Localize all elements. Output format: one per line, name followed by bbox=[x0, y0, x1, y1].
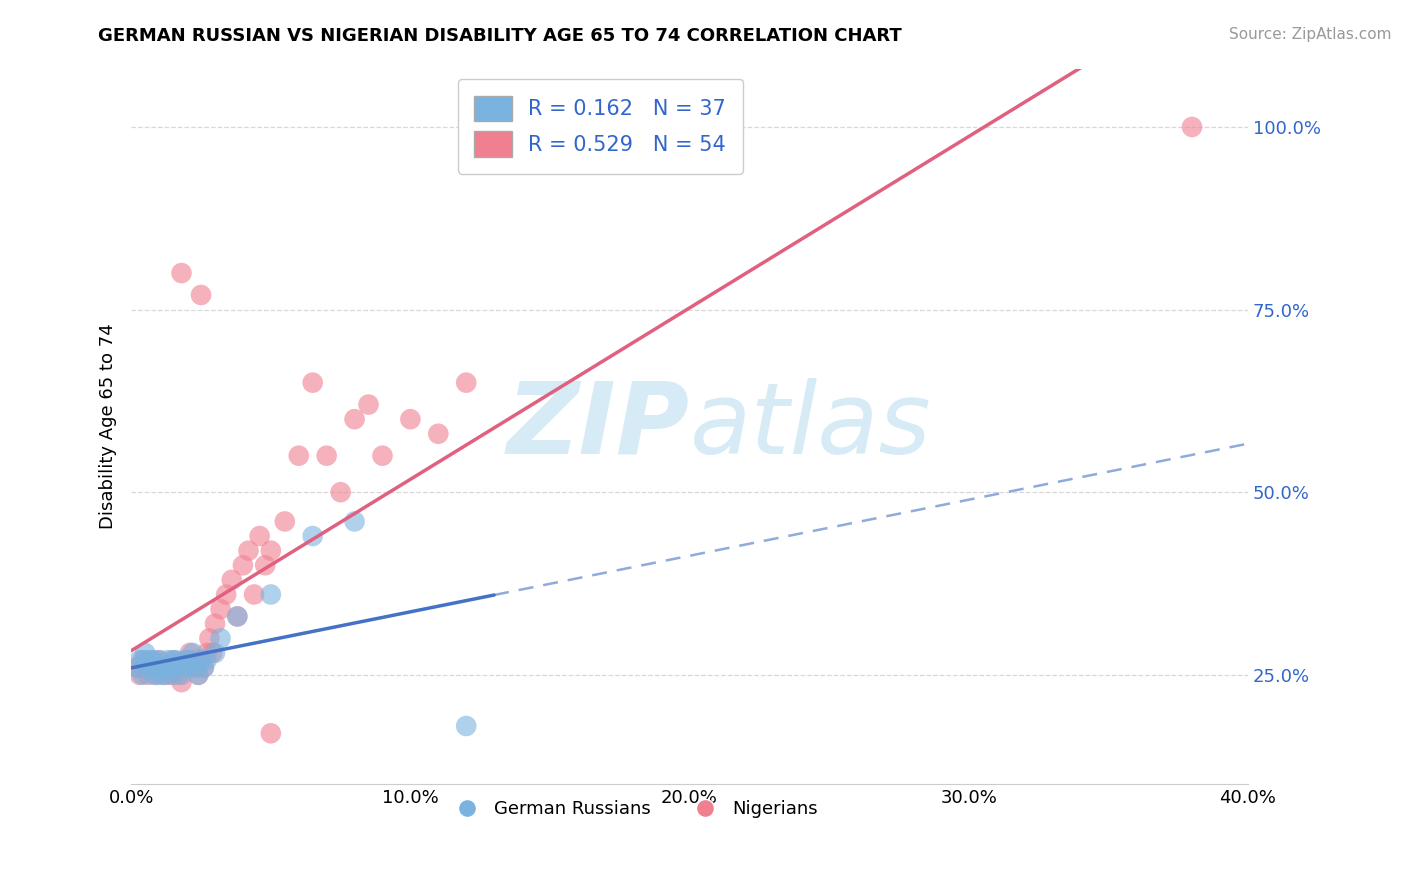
Point bbox=[249, 529, 271, 543]
Point bbox=[134, 646, 156, 660]
Point bbox=[343, 412, 366, 426]
Point bbox=[260, 587, 283, 601]
Point bbox=[134, 653, 156, 667]
Point bbox=[1181, 120, 1204, 134]
Point bbox=[162, 668, 184, 682]
Point bbox=[301, 376, 323, 390]
Text: Source: ZipAtlas.com: Source: ZipAtlas.com bbox=[1229, 27, 1392, 42]
Point bbox=[142, 668, 165, 682]
Point bbox=[184, 660, 207, 674]
Point bbox=[125, 660, 148, 674]
Point bbox=[159, 668, 181, 682]
Text: ZIP: ZIP bbox=[506, 378, 689, 475]
Point bbox=[139, 653, 162, 667]
Point bbox=[357, 398, 380, 412]
Point bbox=[193, 660, 215, 674]
Point bbox=[148, 653, 170, 667]
Point bbox=[209, 632, 232, 646]
Point bbox=[456, 376, 478, 390]
Point bbox=[371, 449, 394, 463]
Point bbox=[181, 653, 204, 667]
Point bbox=[170, 266, 193, 280]
Point bbox=[221, 573, 243, 587]
Point bbox=[131, 668, 153, 682]
Point bbox=[173, 653, 195, 667]
Point bbox=[167, 660, 190, 674]
Point bbox=[159, 660, 181, 674]
Point bbox=[187, 668, 209, 682]
Point bbox=[195, 646, 218, 660]
Point bbox=[195, 653, 218, 667]
Point bbox=[156, 660, 179, 674]
Point bbox=[148, 668, 170, 682]
Point bbox=[190, 288, 212, 302]
Point bbox=[456, 719, 478, 733]
Legend: German Russians, Nigerians: German Russians, Nigerians bbox=[441, 793, 825, 825]
Point bbox=[136, 660, 159, 674]
Point bbox=[329, 485, 352, 500]
Point bbox=[167, 668, 190, 682]
Y-axis label: Disability Age 65 to 74: Disability Age 65 to 74 bbox=[100, 324, 117, 529]
Point bbox=[165, 660, 187, 674]
Point bbox=[145, 660, 167, 674]
Point bbox=[142, 653, 165, 667]
Point bbox=[215, 587, 238, 601]
Point bbox=[184, 660, 207, 674]
Point bbox=[260, 726, 283, 740]
Point bbox=[176, 653, 198, 667]
Point bbox=[198, 632, 221, 646]
Point bbox=[136, 668, 159, 682]
Point bbox=[128, 668, 150, 682]
Point bbox=[170, 675, 193, 690]
Point bbox=[153, 668, 176, 682]
Point bbox=[170, 668, 193, 682]
Point bbox=[243, 587, 266, 601]
Point bbox=[148, 653, 170, 667]
Point bbox=[226, 609, 249, 624]
Point bbox=[343, 515, 366, 529]
Point bbox=[179, 653, 201, 667]
Point bbox=[187, 668, 209, 682]
Point bbox=[179, 646, 201, 660]
Point bbox=[226, 609, 249, 624]
Point bbox=[315, 449, 337, 463]
Point bbox=[153, 668, 176, 682]
Point bbox=[128, 653, 150, 667]
Text: atlas: atlas bbox=[689, 378, 931, 475]
Point bbox=[427, 426, 450, 441]
Point bbox=[162, 653, 184, 667]
Point bbox=[145, 668, 167, 682]
Point bbox=[204, 646, 226, 660]
Point bbox=[156, 653, 179, 667]
Point bbox=[142, 660, 165, 674]
Point bbox=[190, 653, 212, 667]
Point bbox=[139, 653, 162, 667]
Point bbox=[238, 543, 260, 558]
Point bbox=[204, 616, 226, 631]
Point bbox=[209, 602, 232, 616]
Point bbox=[287, 449, 309, 463]
Point bbox=[131, 653, 153, 667]
Point bbox=[125, 660, 148, 674]
Point bbox=[165, 653, 187, 667]
Point bbox=[150, 660, 173, 674]
Point bbox=[260, 543, 283, 558]
Text: GERMAN RUSSIAN VS NIGERIAN DISABILITY AGE 65 TO 74 CORRELATION CHART: GERMAN RUSSIAN VS NIGERIAN DISABILITY AG… bbox=[98, 27, 903, 45]
Point bbox=[232, 558, 254, 573]
Point bbox=[176, 660, 198, 674]
Point bbox=[301, 529, 323, 543]
Point bbox=[173, 660, 195, 674]
Point bbox=[181, 646, 204, 660]
Point bbox=[274, 515, 297, 529]
Point bbox=[201, 646, 224, 660]
Point bbox=[254, 558, 277, 573]
Point bbox=[150, 660, 173, 674]
Point bbox=[162, 653, 184, 667]
Point bbox=[399, 412, 422, 426]
Point bbox=[134, 660, 156, 674]
Point bbox=[193, 660, 215, 674]
Point bbox=[190, 653, 212, 667]
